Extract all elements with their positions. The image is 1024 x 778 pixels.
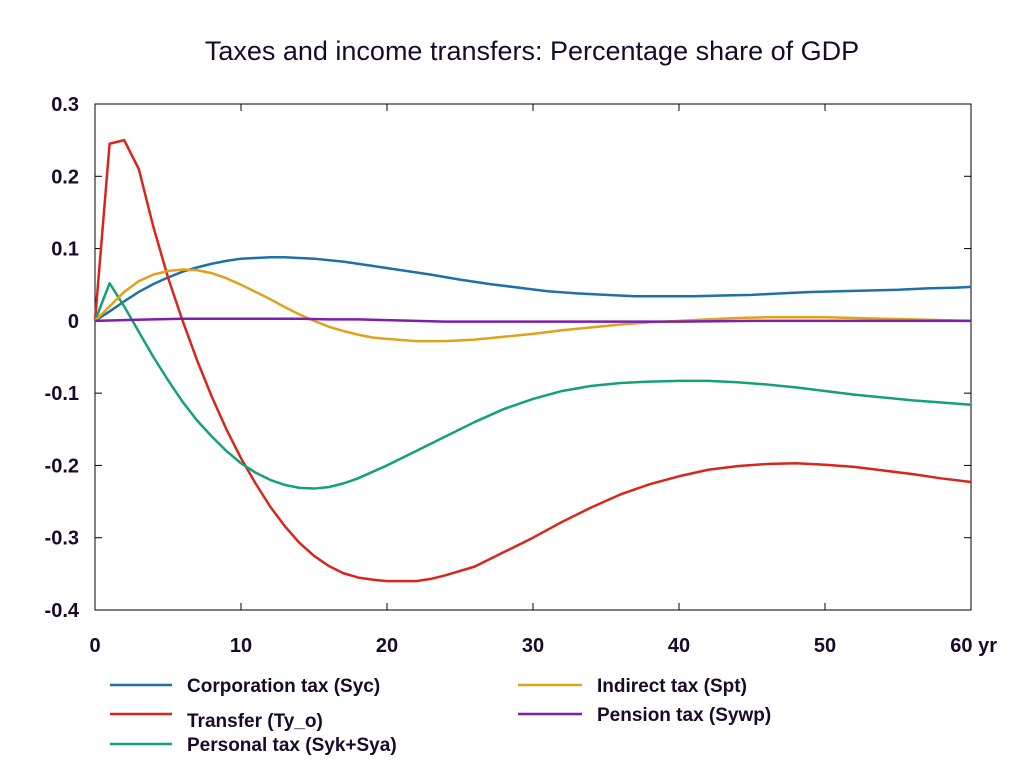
series-line-3 (93, 282, 972, 490)
x-tick-label: 60 yr (950, 635, 997, 657)
y-tick-label: -0.4 (45, 600, 80, 622)
y-tick-label: -0.3 (45, 528, 79, 550)
y-tick-label: 0 (68, 311, 79, 333)
series-line-1 (94, 256, 972, 322)
x-tick-label: 10 (230, 635, 252, 657)
series-line-5 (94, 317, 971, 323)
y-tick-label: 0.3 (51, 94, 79, 116)
axes: 0.3 0.2 0.1 0 -0.1 -0.2 -0.3 -0.4 0 10 20 30 40 50 60 … (45, 94, 998, 657)
x-tick-label: 50 (814, 635, 836, 657)
x-tick-label: 40 (668, 635, 690, 657)
legend-label-2: Transfer (Ty_o) (187, 711, 323, 732)
x-tick-label: 0 (89, 635, 100, 657)
chart-title: Taxes and income transfers: Percentage s… (205, 36, 859, 66)
y-tick-label: 0.1 (51, 239, 79, 261)
legend-label-1: Corporation tax (Syc) (187, 676, 380, 697)
legend-label-5: Pension tax (Sywp) (597, 705, 771, 726)
y-tick-label: -0.1 (45, 383, 79, 405)
series-line-4 (94, 268, 972, 343)
x-tick-label: 30 (522, 635, 544, 657)
legend-label-3: Personal tax (Syk+Sya) (187, 735, 397, 756)
legend: Corporation tax (Syc) Transfer (Ty_o) Pers… (110, 676, 771, 756)
legend-label-4: Indirect tax (Spt) (597, 676, 747, 697)
plot-frame (94, 103, 972, 611)
y-tick-label: 0.2 (51, 166, 79, 188)
x-tick-label: 20 (376, 635, 398, 657)
series-lines (93, 138, 972, 583)
series-line-2 (93, 138, 972, 583)
y-tick-label: -0.2 (45, 455, 79, 477)
